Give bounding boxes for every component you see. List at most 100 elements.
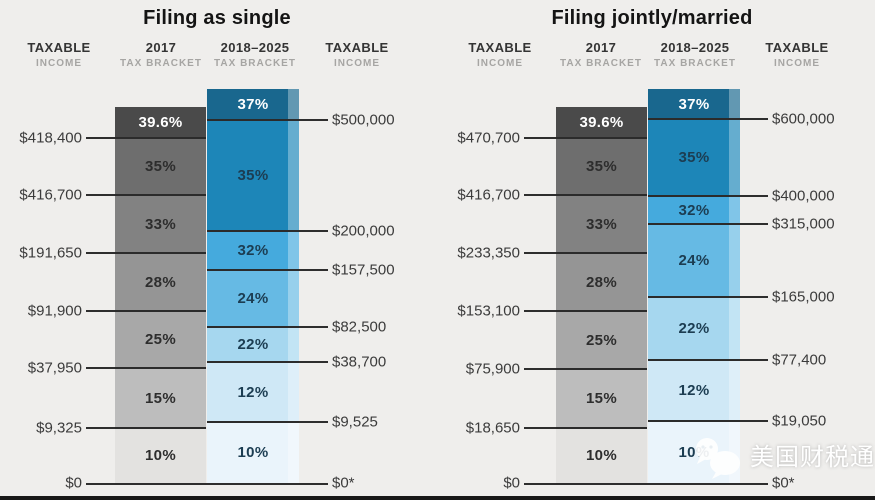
tick-line	[740, 420, 768, 422]
tick-line	[299, 421, 328, 423]
tick-line	[86, 427, 115, 429]
tick-line	[740, 223, 768, 225]
column-header: 2018–2025 TAX BRACKET	[654, 40, 736, 69]
chart-title: Filing as single	[143, 7, 291, 29]
segment-divider	[115, 194, 206, 196]
segment-divider	[115, 367, 206, 369]
tick-line	[524, 368, 556, 370]
column-header-sublabel: INCOME	[35, 58, 82, 69]
column-header: 2017 TAX BRACKET	[120, 40, 202, 69]
threshold-label-right: $165,000	[772, 288, 835, 306]
bracket-segment-2018-2025: 12%	[207, 362, 299, 422]
threshold-label-left: $9,325	[36, 419, 82, 437]
threshold-label-left: $416,700	[457, 186, 520, 204]
column-header-sublabel: INCOME	[476, 58, 523, 69]
segment-divider	[556, 194, 647, 196]
threshold-label-right: $38,700	[332, 353, 387, 371]
tick-line	[524, 137, 556, 139]
column-header-label: TAXABLE	[765, 40, 829, 55]
segment-divider	[556, 427, 647, 429]
bracket-segment-2018-2025: 35%	[207, 120, 299, 231]
threshold-label-right: $500,000	[332, 111, 395, 129]
segment-divider	[556, 252, 647, 254]
segment-divider	[648, 195, 740, 197]
segment-divider	[207, 269, 299, 271]
segment-divider	[648, 420, 740, 422]
threshold-label-left: $75,900	[465, 360, 520, 378]
column-header: 2017 TAX BRACKET	[560, 40, 642, 69]
threshold-label-right: $400,000	[772, 187, 835, 205]
column-header-label: TAXABLE	[325, 40, 389, 55]
bottom-bar	[0, 496, 875, 500]
bracket-segment-2017: 33%	[556, 195, 647, 253]
tick-line	[524, 427, 556, 429]
bracket-segment-2018-2025: 24%	[648, 224, 740, 297]
baseline	[86, 483, 328, 485]
tick-line	[299, 269, 328, 271]
watermark-text: 美国财税通	[750, 444, 875, 471]
column-header-label: 2017	[145, 40, 177, 55]
segment-divider	[207, 361, 299, 363]
threshold-label-left: $416,700	[19, 186, 82, 204]
bracket-segment-2018-2025: 22%	[207, 327, 299, 362]
bracket-segment-2018-2025: 10%	[207, 422, 299, 483]
threshold-label-right: $19,050	[772, 412, 827, 430]
segment-divider	[115, 137, 206, 139]
threshold-label-right: $9,525	[332, 413, 378, 431]
tick-line	[740, 359, 768, 361]
bracket-segment-2017: 35%	[115, 138, 206, 195]
threshold-label-right: $600,000	[772, 110, 835, 128]
bracket-segment-2018-2025: 37%	[207, 89, 299, 120]
segment-divider	[648, 296, 740, 298]
segment-divider	[115, 310, 206, 312]
threshold-label-left: $91,900	[27, 302, 82, 320]
segment-divider	[207, 119, 299, 121]
column-header-label: 2018–2025	[220, 40, 290, 55]
bracket-segment-2017: 10%	[115, 428, 206, 483]
tick-line	[299, 326, 328, 328]
column-header-label: TAXABLE	[468, 40, 532, 55]
baseline	[524, 483, 768, 485]
bracket-segment-2017: 28%	[556, 253, 647, 311]
bracket-segment-2017: 25%	[115, 311, 206, 368]
tick-line	[86, 310, 115, 312]
bracket-segment-2017: 35%	[556, 138, 647, 195]
bracket-segment-2017: 39.6%	[556, 107, 647, 138]
column-header-sublabel: TAX BRACKET	[120, 58, 202, 69]
segment-divider	[115, 252, 206, 254]
threshold-label-right: $0*	[332, 474, 355, 492]
column-header: TAXABLE INCOME	[468, 40, 531, 69]
column-header-sublabel: TAX BRACKET	[654, 58, 736, 69]
chat-bubbles-icon	[696, 438, 740, 479]
tick-line	[299, 119, 328, 121]
watermark: 美国财税通	[692, 436, 875, 480]
column-header-label: 2018–2025	[660, 40, 730, 55]
segment-divider	[648, 359, 740, 361]
column-header-sublabel: INCOME	[773, 58, 820, 69]
threshold-label-right: $0*	[772, 474, 795, 492]
segment-divider	[556, 368, 647, 370]
bracket-segment-2017: 39.6%	[115, 107, 206, 138]
column-header-sublabel: INCOME	[333, 58, 380, 69]
chart-title: Filing jointly/married	[551, 7, 753, 29]
column-header-label: TAXABLE	[27, 40, 91, 55]
segment-divider	[115, 427, 206, 429]
tick-line	[524, 252, 556, 254]
bracket-segment-2018-2025: 32%	[648, 196, 740, 224]
tick-line	[86, 367, 115, 369]
tick-line	[86, 194, 115, 196]
threshold-label-left: $37,950	[27, 359, 82, 377]
column-header: TAXABLE INCOME	[765, 40, 828, 69]
threshold-label-left: $418,400	[19, 129, 82, 147]
threshold-label-right: $77,400	[772, 351, 827, 369]
tick-line	[740, 195, 768, 197]
threshold-label-left: $0	[503, 474, 520, 492]
column-header: TAXABLE INCOME	[325, 40, 388, 69]
bracket-segment-2017: 10%	[556, 428, 647, 483]
column-header-sublabel: TAX BRACKET	[214, 58, 296, 69]
tick-line	[299, 230, 328, 232]
threshold-label-right: $82,500	[332, 318, 387, 336]
segment-divider	[207, 326, 299, 328]
threshold-label-left: $191,650	[19, 244, 82, 262]
